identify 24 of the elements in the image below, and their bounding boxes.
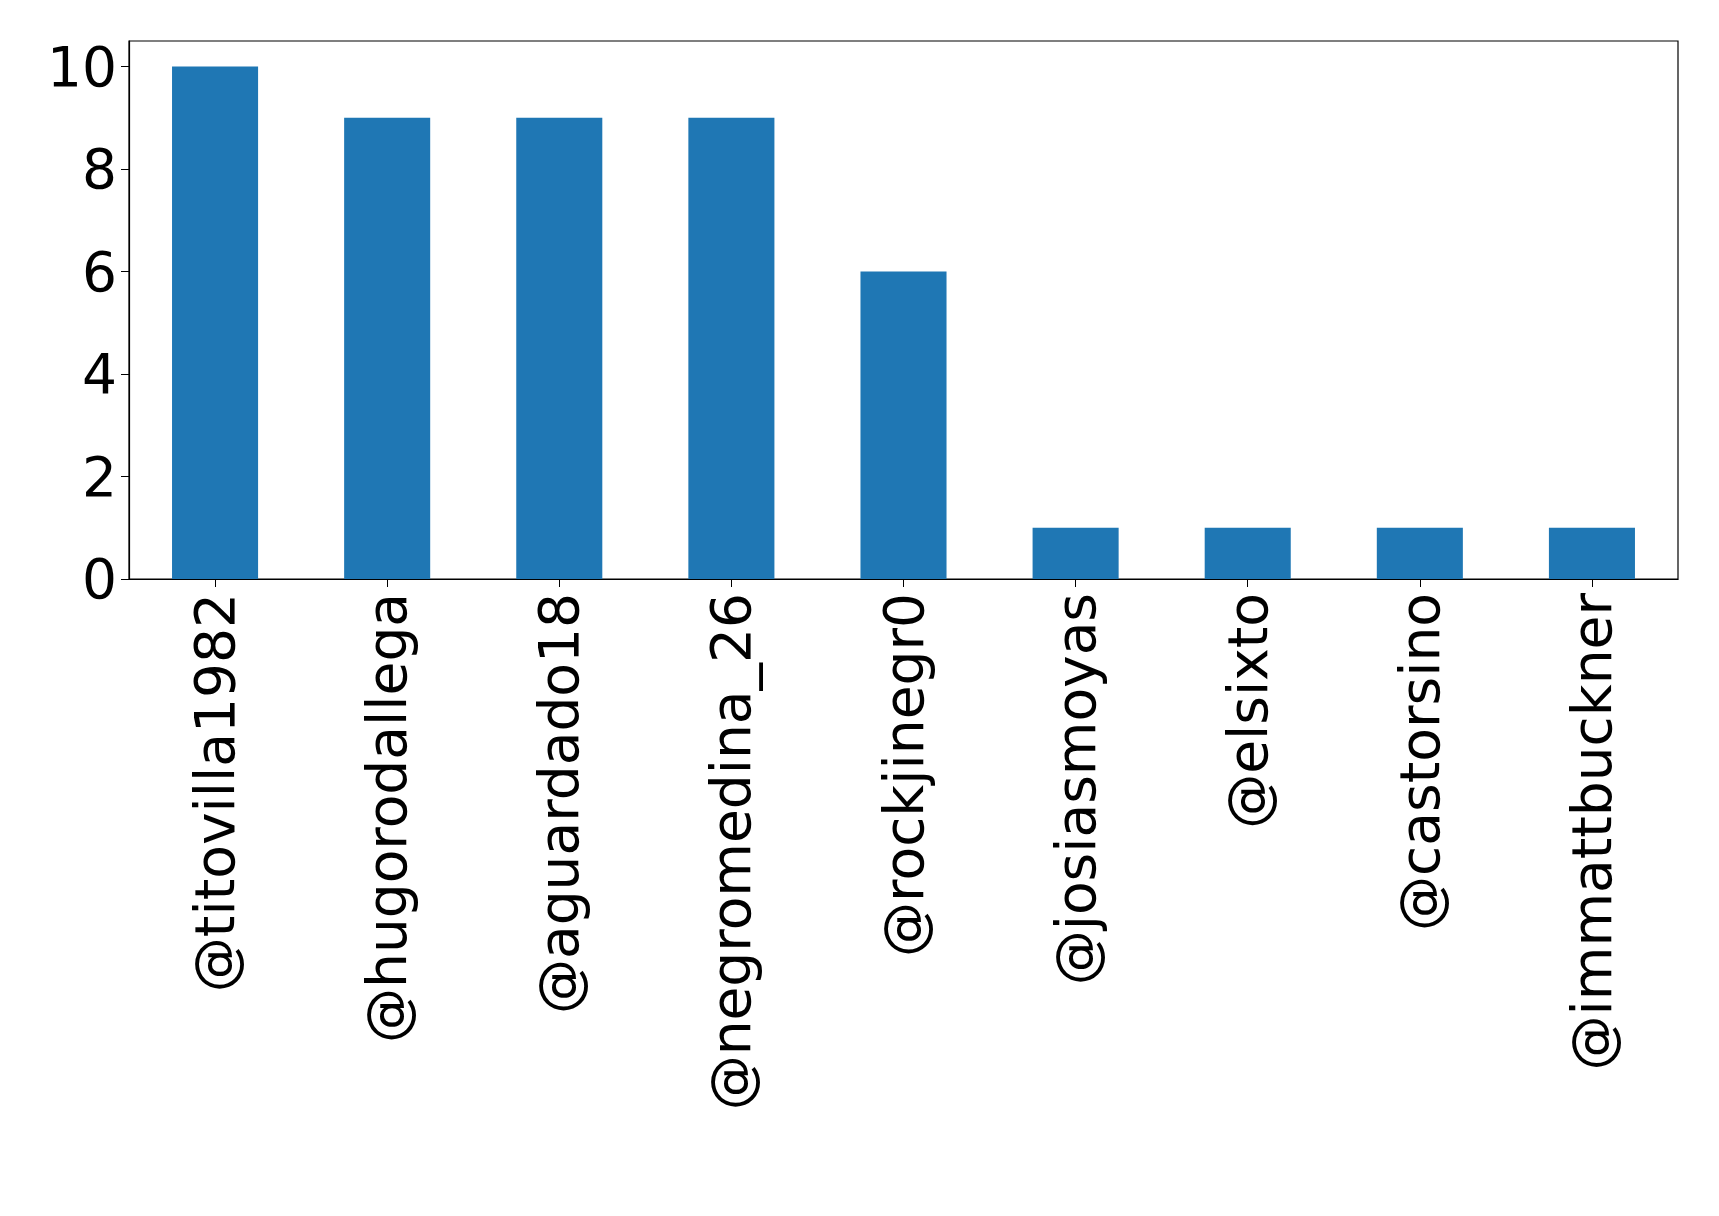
x-tick-label: @immattbuckner (1559, 592, 1624, 1071)
bar (1032, 527, 1119, 579)
x-tick-label: @hugorodallega (355, 593, 420, 1043)
x-tick-label: @castorsino (1387, 593, 1452, 931)
y-tick-label: 2 (82, 444, 117, 509)
bar (1376, 527, 1463, 579)
bar (1548, 527, 1635, 579)
bar (860, 271, 947, 579)
y-tick-label: 8 (82, 137, 117, 202)
x-tick-label: @rockjinegr0 (871, 593, 936, 957)
y-tick-label: 4 (82, 342, 117, 407)
x-tick-label: @titovilla1982 (183, 593, 248, 993)
y-tick-label: 6 (82, 239, 117, 304)
bar (344, 117, 431, 579)
x-tick-label: @elsixto (1215, 593, 1280, 829)
y-tick-label: 10 (47, 34, 117, 99)
bar (1204, 527, 1291, 579)
x-tick-label: @josiasmoyas (1043, 593, 1108, 986)
x-tick-label: @aguardado18 (527, 593, 592, 1014)
y-tick-label: 0 (82, 547, 117, 611)
bar (688, 117, 775, 579)
bar (516, 117, 603, 579)
x-tick-label: @negromedina_26 (699, 593, 764, 1111)
bar (172, 66, 259, 579)
